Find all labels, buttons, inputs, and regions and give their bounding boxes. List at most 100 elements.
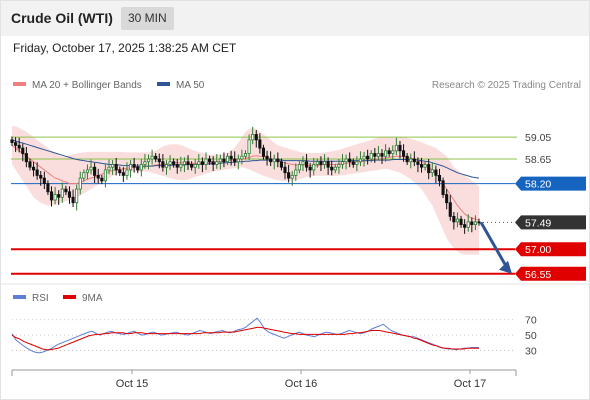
candle-body bbox=[416, 161, 420, 165]
candle-body bbox=[455, 218, 460, 223]
legend-item-ma50: MA 50 bbox=[157, 80, 204, 91]
candle-body bbox=[394, 144, 398, 152]
last-price-tag bbox=[515, 215, 586, 230]
candle-body bbox=[437, 174, 442, 182]
candle-body bbox=[154, 155, 158, 160]
level-tag-58-20 bbox=[515, 176, 586, 191]
candle-body bbox=[136, 166, 140, 171]
ma50-swatch bbox=[157, 82, 170, 87]
candle-body bbox=[251, 133, 255, 141]
candle-body bbox=[121, 172, 125, 176]
candle-body bbox=[387, 150, 391, 154]
level-label-57-00: 57.00 bbox=[525, 244, 551, 256]
candle-body bbox=[168, 161, 172, 165]
candle-body bbox=[222, 158, 226, 163]
candle-body bbox=[384, 150, 388, 157]
candle-body bbox=[380, 153, 384, 157]
timestamp: Friday, October 17, 2025 1:38:25 AM CET bbox=[13, 41, 237, 55]
candle-body bbox=[261, 147, 266, 157]
level-label-56-55: 56.55 bbox=[525, 269, 551, 281]
candle-body bbox=[17, 144, 21, 149]
timeframe-button[interactable]: 30 MIN bbox=[121, 7, 174, 30]
candle-body bbox=[279, 161, 283, 168]
candle-body bbox=[161, 161, 165, 168]
candle-body bbox=[445, 194, 449, 204]
candle-body bbox=[118, 169, 122, 174]
forecast-arrowhead bbox=[499, 260, 512, 274]
candle-body bbox=[272, 158, 276, 163]
candle-body bbox=[31, 166, 36, 171]
candle-body bbox=[326, 161, 330, 168]
candle-body bbox=[85, 169, 89, 174]
candle-body bbox=[333, 166, 337, 171]
candle-body bbox=[139, 164, 143, 171]
candle-body bbox=[132, 164, 136, 168]
candle-body bbox=[10, 139, 14, 144]
ma20-swatch bbox=[13, 82, 26, 87]
candle-body bbox=[75, 188, 79, 204]
candle-body bbox=[427, 164, 431, 174]
candle-body bbox=[402, 150, 406, 157]
candle-body bbox=[143, 161, 147, 165]
candle-body bbox=[308, 166, 312, 171]
candle-body bbox=[434, 169, 438, 176]
time-tick-label: Oct 17 bbox=[454, 378, 486, 390]
candle-body bbox=[236, 158, 240, 163]
candle-body bbox=[186, 161, 190, 165]
candle-body bbox=[470, 221, 474, 226]
candle-body bbox=[358, 158, 363, 163]
candle-body bbox=[233, 158, 237, 163]
candle-body bbox=[46, 183, 50, 193]
instrument-title: Crude Oil (WTI) bbox=[11, 10, 113, 26]
candle-body bbox=[114, 164, 118, 171]
candle-body bbox=[190, 164, 194, 168]
candle-body bbox=[409, 158, 413, 163]
candle-body bbox=[297, 164, 301, 171]
candle-body bbox=[100, 177, 104, 182]
candle-body bbox=[301, 161, 305, 165]
candle-body bbox=[67, 191, 72, 198]
candle-body bbox=[448, 202, 452, 217]
candle-body bbox=[24, 153, 28, 163]
candle-body bbox=[78, 177, 82, 190]
header-bar: Crude Oil (WTI) 30 MIN bbox=[0, 0, 590, 36]
candle-body bbox=[182, 161, 186, 165]
candle-body bbox=[215, 161, 219, 165]
candle-body bbox=[269, 158, 273, 163]
legend-item-ma20: MA 20 + Bollinger Bands bbox=[13, 80, 142, 91]
last-price-label: 57.49 bbox=[525, 217, 551, 229]
candle-body bbox=[150, 155, 154, 160]
candle-body bbox=[125, 169, 129, 176]
forecast-arrow bbox=[479, 221, 509, 269]
candle-body bbox=[391, 150, 395, 154]
candle-body bbox=[60, 188, 64, 198]
credit-text: Research © 2025 Trading Central bbox=[431, 80, 581, 91]
rsi-tick-label-50: 50 bbox=[525, 330, 537, 342]
candle-body bbox=[366, 155, 370, 160]
candle-body bbox=[57, 194, 61, 198]
candle-body bbox=[218, 158, 222, 163]
time-tick-label: Oct 15 bbox=[116, 378, 148, 390]
candle-body bbox=[42, 177, 46, 184]
candle-body bbox=[64, 188, 68, 193]
candle-body bbox=[344, 158, 348, 163]
candle-body bbox=[93, 166, 97, 176]
candle-body bbox=[146, 158, 151, 163]
candle-body bbox=[330, 166, 334, 171]
level-tag-57-00 bbox=[515, 242, 586, 257]
candle-body bbox=[35, 169, 39, 176]
candle-body bbox=[265, 155, 269, 160]
legend-label-ma50: MA 50 bbox=[176, 80, 205, 91]
candle-body bbox=[82, 172, 86, 179]
candle-body bbox=[337, 164, 341, 168]
candle-body bbox=[398, 144, 402, 152]
candle-body bbox=[452, 215, 456, 223]
rsi-ma-line bbox=[11, 326, 479, 351]
candle-body bbox=[405, 155, 409, 163]
candle-body bbox=[254, 133, 258, 141]
candle-body bbox=[376, 153, 380, 157]
legend-item-rsi: RSI bbox=[13, 293, 49, 304]
rsi-swatch bbox=[13, 295, 26, 300]
candle-body bbox=[466, 221, 470, 228]
